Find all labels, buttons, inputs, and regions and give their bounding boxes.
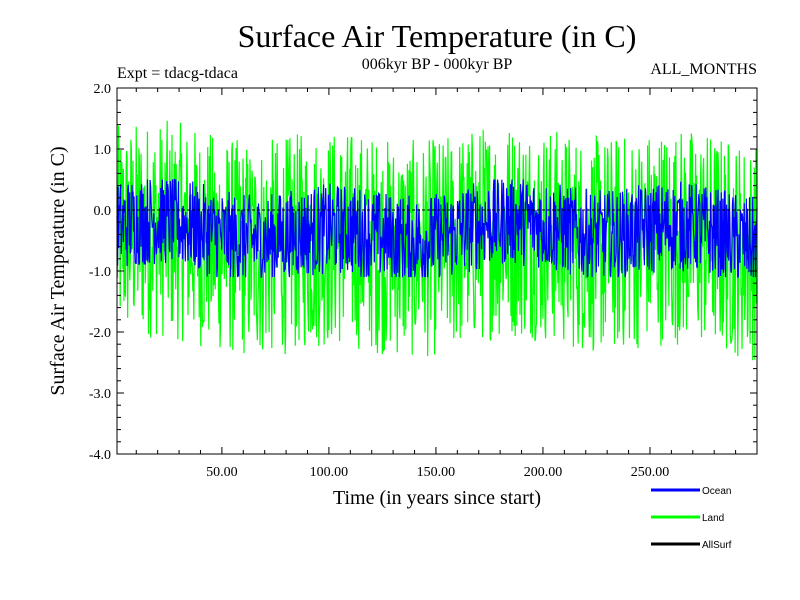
y-axis-label: Surface Air Temperature (in C)	[47, 146, 69, 395]
data-layer	[116, 120, 758, 361]
x-tick-label: 50.00	[206, 465, 238, 480]
y-tick-label: 1.0	[94, 143, 112, 158]
y-tick-label: -1.0	[89, 265, 111, 280]
x-tick-label: 250.00	[631, 465, 670, 480]
legend-label-allsurf: AllSurf	[702, 540, 732, 551]
months-label: ALL_MONTHS	[650, 61, 757, 78]
y-tick-label: 0.0	[94, 204, 112, 219]
x-axis-label: Time (in years since start)	[333, 487, 541, 509]
y-tick-label: -4.0	[89, 448, 111, 463]
x-tick-label: 200.00	[524, 465, 563, 480]
axes-layer: -4.0 -3.0 -2.0 -1.0 0.0 1.0 2.0 50.00 100.00 150.…	[89, 82, 758, 480]
legend-label-land: Land	[702, 513, 724, 524]
x-tick-label: 100.00	[310, 465, 349, 480]
y-tick-label: -2.0	[89, 326, 111, 341]
y-tick-label: 2.0	[94, 82, 112, 97]
chart-title: Surface Air Temperature (in C)	[238, 18, 637, 54]
legend: Ocean Land AllSurf	[651, 486, 732, 551]
series-ocean-line	[116, 178, 758, 278]
y-tick-label: -3.0	[89, 387, 111, 402]
x-tick-label: 150.00	[417, 465, 456, 480]
legend-label-ocean: Ocean	[702, 486, 731, 497]
period-label: 006kyr BP - 000kyr BP	[362, 56, 513, 73]
experiment-label: Expt = tdacg-tdaca	[117, 65, 238, 82]
